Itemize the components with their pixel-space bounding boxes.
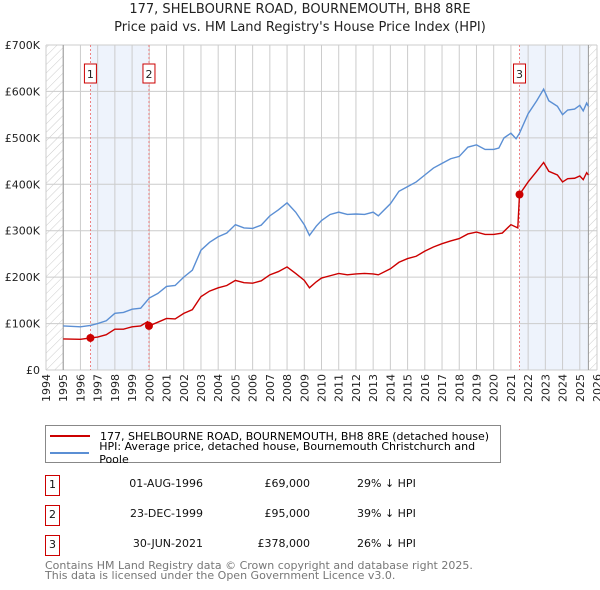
x-tick-label: 2008 [281, 374, 294, 402]
no-data-region [46, 45, 64, 370]
sale-date: 23-DEC-1999 [129, 507, 203, 520]
x-tick-label: 1998 [109, 374, 122, 402]
plot-area: 1994 1995 1996 1997 1998 1999 2000 2001 2002 2003… [5, 39, 600, 402]
legend: 177, SHELBOURNE ROAD, BOURNEMOUTH, BH8 8… [45, 425, 501, 466]
x-tick-label: 2004 [212, 374, 225, 402]
x-tick-label: 2000 [143, 374, 156, 402]
x-tick-label: 2001 [161, 374, 174, 402]
no-data-region [588, 45, 597, 370]
x-tick-label: 2009 [298, 374, 311, 402]
legend-label-hpi: HPI: Average price, detached house, Bour… [99, 440, 476, 466]
sale-hpi-diff: 26% ↓ HPI [357, 537, 416, 550]
x-tick-label: 2024 [557, 374, 570, 402]
sale-label-number: 1 [87, 68, 94, 81]
sale-hpi-diff: 39% ↓ HPI [357, 507, 416, 520]
x-tick-label: 1995 [57, 374, 70, 402]
x-tick-label: 2019 [470, 374, 483, 402]
sale-date: 01-AUG-1996 [129, 477, 203, 490]
sale-point [86, 333, 95, 342]
x-tick-label: 2015 [402, 374, 415, 402]
x-tick-label: 2013 [367, 374, 380, 402]
sale-price: £69,000 [264, 477, 311, 490]
sale-label-box [142, 63, 156, 84]
x-tick-label: 2011 [333, 374, 346, 402]
x-tick-label: 2016 [419, 374, 432, 402]
sale-label-box [513, 63, 527, 84]
x-tick-label: 2021 [505, 374, 518, 402]
x-tick-label: 2003 [195, 374, 208, 402]
x-tick-label: 2002 [178, 374, 191, 402]
x-tick-label: 1999 [126, 374, 139, 402]
legend-label-property: 177, SHELBOURNE ROAD, BOURNEMOUTH, BH8 8… [100, 429, 490, 443]
x-tick-label: 2017 [436, 374, 449, 402]
y-tick-label: £0 [26, 364, 40, 377]
legend-swatch-property [50, 435, 90, 437]
sale-label-number: 3 [516, 68, 523, 81]
footer-copyright: Contains HM Land Registry data © Crown c… [45, 559, 473, 572]
sale-hpi-diff: 29% ↓ HPI [357, 477, 416, 490]
x-tick-label: 2020 [488, 374, 501, 402]
x-tick-label: 2007 [264, 374, 277, 402]
sale-marker-badge: 1 [45, 475, 60, 496]
x-tick-label: 2006 [247, 374, 260, 402]
ownership-shade [90, 45, 149, 370]
y-tick-label: £300K [5, 225, 41, 238]
chart-title: 177, SHELBOURNE ROAD, BOURNEMOUTH, BH8 8… [129, 2, 471, 17]
ownership-shade [519, 45, 589, 370]
sale-label-number: 2 [145, 68, 152, 81]
x-tick-label: 2026 [591, 374, 600, 402]
y-tick-label: £700K [5, 39, 41, 52]
x-tick-label: 2010 [316, 374, 329, 402]
x-tick-label: 2005 [229, 374, 242, 402]
sale-marker-badge: 2 [45, 505, 60, 526]
sale-point [144, 321, 153, 330]
x-tick-label: 2025 [574, 374, 587, 402]
sale-date: 30-JUN-2021 [132, 537, 203, 550]
x-tick-label: 2023 [539, 374, 552, 402]
property-price-line [63, 161, 589, 341]
y-tick-label: £400K [5, 178, 41, 191]
sale-price: £378,000 [257, 537, 311, 550]
x-tick-label: 2012 [350, 374, 363, 402]
sale-label-box [83, 63, 97, 84]
y-tick-label: £600K [5, 85, 41, 98]
x-tick-label: 1994 [40, 374, 53, 402]
x-tick-label: 2014 [384, 374, 397, 402]
legend-swatch-hpi [50, 452, 90, 454]
sale-price: £95,000 [264, 507, 311, 520]
y-tick-label: £500K [5, 132, 41, 145]
x-tick-label: 2018 [453, 374, 466, 402]
sale-marker-badge: 3 [45, 535, 60, 556]
footer-licence: This data is licensed under the Open Gov… [45, 569, 396, 582]
chart-subtitle: Price paid vs. HM Land Registry's House … [114, 20, 486, 35]
hpi-line [63, 87, 590, 328]
y-tick-label: £100K [5, 318, 41, 331]
x-tick-label: 1997 [92, 374, 105, 402]
x-tick-label: 1996 [74, 374, 87, 402]
sale-point [515, 190, 524, 199]
y-tick-label: £200K [5, 271, 41, 284]
x-tick-label: 2022 [522, 374, 535, 402]
